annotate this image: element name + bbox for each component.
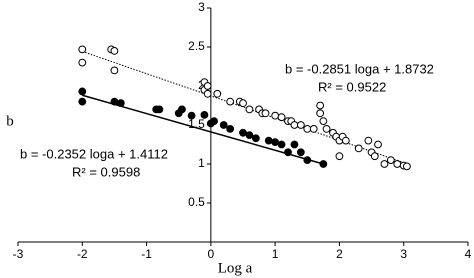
point [226,124,235,133]
y-tick-label: 3 [198,0,205,14]
x-tick-label: 0 [208,247,215,261]
point [78,97,87,106]
point [110,66,119,75]
point [364,136,373,145]
point [239,128,247,137]
point [309,124,318,133]
annotation: R² = 0.9522 [318,79,386,94]
x-tick-label: -1 [141,247,152,261]
point [110,97,119,106]
point [335,152,344,161]
point [245,105,254,114]
point [116,99,125,108]
point [296,148,305,157]
point [322,124,331,133]
point [245,131,254,140]
point [155,105,164,114]
y-axis-label: b [6,113,14,129]
point [290,140,299,149]
point [277,140,286,149]
trendline [82,50,408,165]
point [203,82,212,90]
point [303,156,312,165]
x-tick-label: 3 [400,247,407,261]
point [264,136,273,145]
point [354,144,363,153]
point [187,111,196,120]
point [316,109,325,118]
point [271,111,280,120]
point [380,160,389,168]
point [251,134,260,143]
point [277,113,286,122]
point [403,162,411,171]
point [284,148,292,157]
point [110,47,119,55]
point [290,121,299,129]
x-tick-label: -3 [13,247,24,261]
point [200,110,209,119]
x-tick-label: 1 [272,247,279,261]
point [78,45,87,54]
y-tick-label: 0.5 [188,195,205,209]
point [374,140,382,149]
annotation: b = -0.2851 loga + 1.8732 [285,61,434,76]
annotation: b = -0.2352 loga + 1.4112 [20,146,168,161]
point [319,160,328,168]
point [370,152,379,161]
point [271,138,280,147]
x-axis-label: Log a [218,260,253,276]
point [226,97,235,106]
point [386,156,395,165]
point [261,109,270,118]
point [393,160,402,168]
x-tick-label: -2 [77,247,88,261]
point [319,117,328,125]
x-tick-label: 4 [465,247,472,261]
point [316,101,325,110]
point [210,117,218,125]
y-tick-label: 1.5 [188,117,205,131]
y-tick-label: 1 [198,156,205,170]
point [296,121,305,129]
point [203,89,212,98]
point [219,121,228,129]
y-tick-label: 2 [198,78,205,92]
point [78,87,87,96]
point [341,136,350,145]
x-tick-label: 2 [336,247,343,261]
y-tick-label: 2.5 [188,39,205,53]
point [178,105,186,114]
point [303,124,312,133]
point [239,99,247,108]
point [213,89,222,98]
point [78,58,87,67]
annotation: R² = 0.9598 [72,164,140,179]
